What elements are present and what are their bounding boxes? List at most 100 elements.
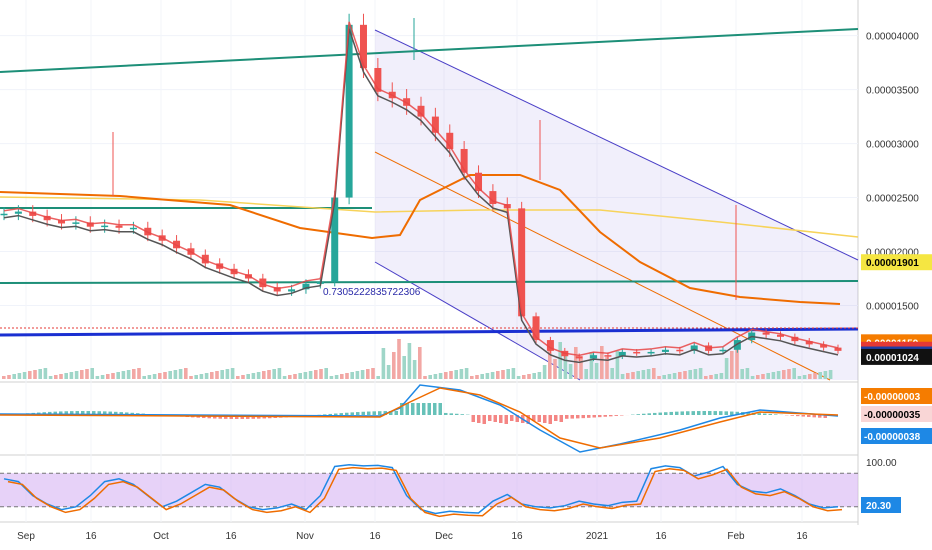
volume-bar [371, 368, 375, 379]
volume-bar [121, 371, 126, 379]
volume-bar [272, 369, 276, 379]
candle-body [115, 225, 123, 228]
macd-histogram-bar [422, 403, 426, 415]
candle-body [647, 351, 655, 354]
volume-bar [173, 370, 178, 379]
volume-bar [204, 373, 209, 379]
macd-histogram-bar [339, 413, 343, 415]
volume-bar [33, 370, 37, 379]
macd-histogram-bar [515, 415, 519, 422]
volume-bar [797, 376, 802, 379]
volume-bar [600, 346, 604, 379]
macd-histogram-bar [570, 415, 574, 419]
price-tick-label: 0.00004000 [866, 32, 919, 43]
macd-histogram-bar [510, 415, 514, 421]
volume-bar [111, 373, 115, 379]
volume-bar [516, 376, 521, 379]
fib-annotation-label: 0.7305222835722306 [323, 287, 421, 298]
volume-bar [652, 368, 656, 379]
volume-bar [386, 365, 391, 379]
macd-histogram-bar [581, 415, 585, 419]
volume-bar [537, 372, 542, 379]
macd-badge-label: -0.00000035 [864, 410, 921, 421]
candle-body [546, 340, 554, 351]
macd-histogram-bar [735, 411, 739, 415]
volume-bar [662, 375, 666, 379]
macd-histogram-bar [114, 411, 118, 415]
macd-histogram-bar [394, 411, 398, 415]
macd-histogram-bar [328, 413, 332, 415]
macd-histogram-bar [97, 411, 101, 415]
volume-bar [496, 371, 500, 379]
volume-bar [522, 375, 526, 379]
macd-histogram-bar [801, 415, 805, 417]
channel-shading [375, 30, 858, 380]
macd-histogram-bar [537, 415, 541, 422]
volume-bar [402, 356, 406, 379]
volume-bar [48, 376, 53, 379]
candle-body [86, 222, 94, 227]
volume-bar [444, 372, 448, 379]
volume-bar [735, 344, 739, 379]
macd-histogram-bar [75, 411, 79, 415]
candle-body [374, 68, 382, 92]
volume-bar [90, 368, 94, 379]
volume-bar [683, 371, 687, 379]
volume-bar [241, 375, 245, 379]
volume-bar [714, 374, 718, 379]
macd-histogram-bar [119, 412, 123, 415]
volume-bar [511, 368, 516, 379]
macd-histogram-bar [235, 415, 239, 419]
macd-histogram-bar [130, 412, 134, 415]
volume-bar [293, 374, 297, 379]
candle-body [29, 211, 37, 216]
macd-histogram-bar [455, 413, 459, 415]
volume-bar [553, 359, 557, 379]
volume-bar [215, 371, 219, 379]
volume-bar [340, 374, 344, 379]
candle-body [762, 332, 770, 335]
volume-bar [298, 373, 302, 379]
volume-bar [464, 368, 469, 379]
macd-histogram-bar [400, 403, 404, 415]
volume-bar [782, 370, 786, 379]
volume-bar [641, 370, 646, 379]
candle-body [201, 254, 209, 264]
macd-histogram-bar [713, 411, 717, 415]
time-tick-label: 16 [796, 531, 808, 542]
stoch-d-line [7, 466, 843, 518]
blue-level-line [0, 327, 859, 337]
price-tick-label: 0.00003500 [866, 86, 919, 97]
volume-bar [132, 369, 136, 379]
orange-trendline [374, 151, 831, 381]
candle-body [590, 355, 598, 359]
volume-bar [828, 370, 833, 379]
volume-bar [449, 371, 453, 379]
volume-bar [584, 369, 588, 379]
volume-bar [438, 373, 443, 379]
volume-bar [43, 368, 48, 379]
volume-bar [532, 373, 536, 379]
macd-histogram-bar [493, 415, 497, 422]
candle-body [431, 116, 439, 133]
candle-body [834, 347, 842, 351]
volume-bar [672, 373, 677, 379]
ma-red-line [3, 21, 839, 357]
time-tick-label: Dec [435, 531, 453, 542]
macd-histogram-bar [350, 412, 354, 415]
volume-bar [288, 375, 292, 379]
macd-histogram-bar [730, 411, 734, 415]
macd-histogram-bar [812, 415, 816, 418]
volume-bar [355, 371, 360, 379]
candle-body [633, 351, 641, 354]
macd-histogram-bar [361, 411, 365, 415]
volume-bar [802, 375, 807, 379]
volume-bar [74, 371, 79, 379]
volume-bar [225, 369, 230, 379]
volume-bar [184, 368, 188, 379]
volume-bar [220, 370, 224, 379]
volume-bar [350, 372, 354, 379]
volume-bar [85, 369, 89, 379]
